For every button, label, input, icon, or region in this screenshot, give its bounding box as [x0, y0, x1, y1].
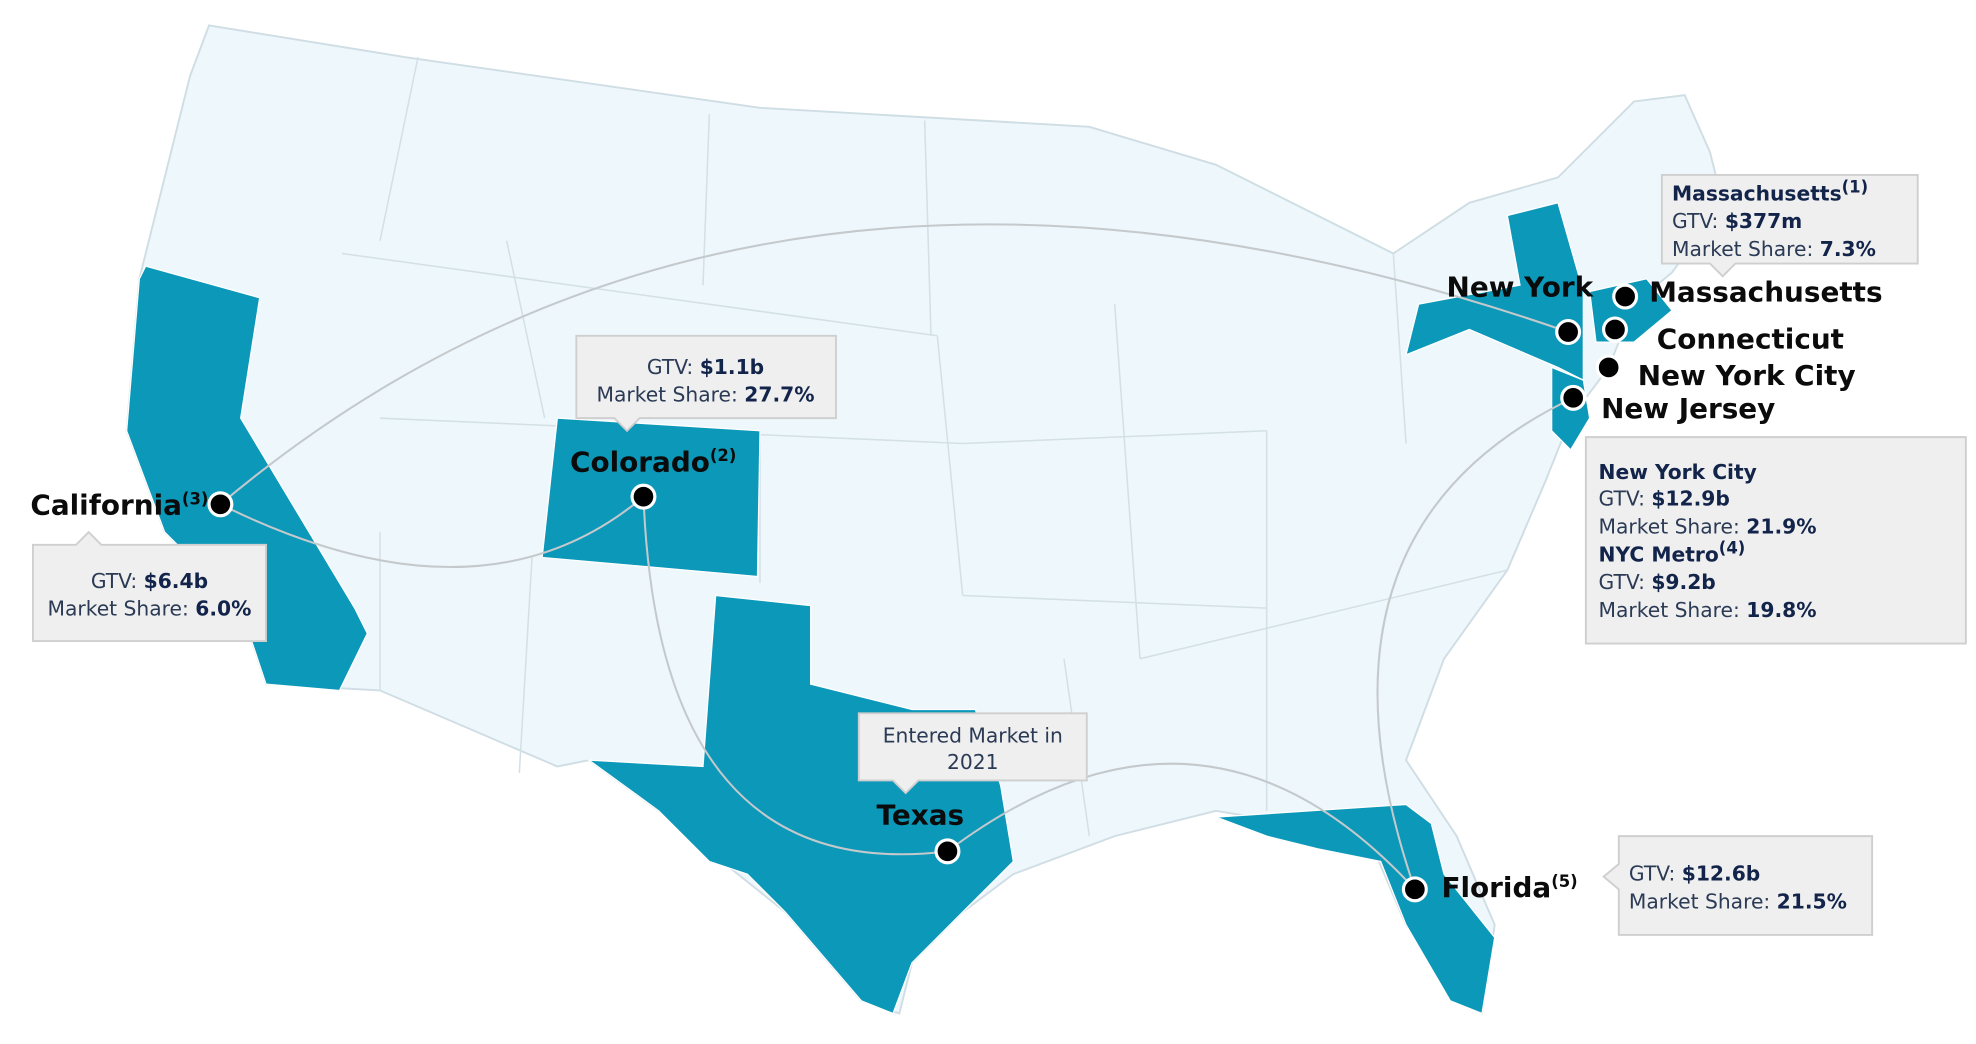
text: Entered Market in: [883, 723, 1063, 747]
text: Market Share:: [48, 597, 189, 621]
callout-box: [1602, 835, 1874, 936]
text: Market Share:: [597, 383, 738, 407]
market-label: New York City: [1638, 359, 1856, 392]
connection-arcs: [219, 223, 1574, 891]
california-shape: [126, 265, 369, 692]
text: GTV:: [1599, 487, 1645, 511]
callout-text: GTV: $9.2b: [1599, 570, 1716, 594]
arc: [642, 496, 948, 856]
text: (5): [1551, 872, 1578, 891]
market-dot: [1560, 384, 1587, 411]
text: Market Share:: [1672, 237, 1813, 261]
callout-text: Market Share: 21.9%: [1599, 514, 1817, 538]
text: $9.2b: [1651, 570, 1715, 594]
market-label: Connecticut: [1657, 322, 1844, 355]
callout-box: [575, 334, 837, 433]
callout-text: New York City: [1599, 460, 1757, 484]
callout-texas: Entered Market in 2021: [857, 712, 1088, 795]
text: Colorado: [570, 445, 710, 478]
text: California: [30, 488, 182, 521]
text: 21.5%: [1777, 889, 1847, 913]
callout-box: [1584, 436, 1967, 645]
text: $12.9b: [1651, 487, 1730, 511]
text: 21.9%: [1746, 514, 1816, 538]
text: (4): [1719, 539, 1746, 558]
callout-text: Massachusetts(1): [1672, 178, 1868, 206]
texas-shape: [586, 594, 1015, 1015]
text: Market Share:: [1599, 598, 1740, 622]
arc: [946, 762, 1416, 891]
callout-box: [1660, 173, 1919, 278]
market-dot: [1555, 319, 1582, 345]
text: Florida: [1441, 871, 1551, 904]
text: Market Share:: [1599, 514, 1740, 538]
callout-text: GTV: $6.4b: [91, 569, 208, 593]
market-dot: [207, 491, 234, 518]
text: New York City: [1599, 460, 1757, 484]
callout-text: NYC Metro(4): [1599, 539, 1746, 567]
text: $6.4b: [144, 569, 208, 593]
market-dot: [1612, 283, 1639, 310]
text: Market Share:: [1629, 889, 1770, 913]
text: Massachusetts: [1672, 181, 1842, 205]
callout-text: Market Share: 27.7%: [597, 383, 815, 407]
text: GTV:: [647, 355, 693, 379]
callout-text: GTV: $1.1b: [647, 355, 764, 379]
callout-text: GTV: $12.9b: [1599, 487, 1730, 511]
text: 2021: [947, 750, 999, 774]
text: 7.3%: [1820, 237, 1876, 261]
market-label: California(3): [30, 488, 208, 521]
callout-text: Market Share: 21.5%: [1629, 889, 1847, 913]
florida-shape: [1215, 803, 1496, 1015]
market-dot: [1602, 316, 1628, 343]
callout-text: GTV: $377m: [1672, 209, 1802, 233]
market-label: New Jersey: [1601, 392, 1775, 425]
market-dots: [207, 283, 1639, 903]
arc: [219, 223, 1569, 506]
callout-text: GTV: $12.6b: [1629, 861, 1760, 885]
market-dot: [934, 838, 961, 865]
highlighted-states: [126, 202, 1673, 1015]
callout-california: GTV: $6.4b Market Share: 6.0%: [31, 530, 267, 643]
callout-colorado: GTV: $1.1b Market Share: 27.7%: [575, 334, 837, 433]
callout-text: Market Share: 6.0%: [48, 597, 252, 621]
market-dot: [630, 483, 657, 510]
callout-new-york-city: New York City GTV: $12.9b Market Share: …: [1584, 436, 1967, 645]
text: $12.6b: [1682, 861, 1761, 885]
arc: [219, 495, 645, 568]
arc: [1376, 396, 1574, 890]
text: GTV:: [1599, 570, 1645, 594]
text: (3): [182, 489, 209, 508]
callout-text: Market Share: 7.3%: [1672, 237, 1876, 261]
text: NYC Metro: [1599, 542, 1719, 566]
market-dot: [1401, 876, 1428, 903]
callout-text: Market Share: 19.8%: [1599, 598, 1817, 622]
market-label: Florida(5): [1441, 871, 1577, 904]
market-dot: [1595, 354, 1622, 381]
callout-massachusetts: Massachusetts(1) GTV: $377m Market Share…: [1660, 173, 1919, 278]
text: $377m: [1725, 209, 1802, 233]
text: GTV:: [1629, 861, 1675, 885]
text: 27.7%: [744, 383, 814, 407]
text: GTV:: [91, 569, 137, 593]
market-label: Colorado(2): [570, 445, 736, 478]
callout-florida: GTV: $12.6b Market Share: 21.5%: [1602, 835, 1874, 936]
new-york-shape: [1405, 202, 1584, 382]
text: 6.0%: [195, 597, 251, 621]
text: (1): [1842, 178, 1868, 197]
text: 19.8%: [1746, 598, 1816, 622]
market-label: New York: [1447, 271, 1595, 304]
market-label: Texas: [877, 799, 965, 832]
text: GTV:: [1672, 209, 1718, 233]
text: $1.1b: [700, 355, 764, 379]
text: (2): [710, 446, 737, 465]
callout-box: [31, 530, 267, 643]
callout-box: [857, 712, 1088, 795]
market-label: Massachusetts: [1649, 276, 1882, 309]
